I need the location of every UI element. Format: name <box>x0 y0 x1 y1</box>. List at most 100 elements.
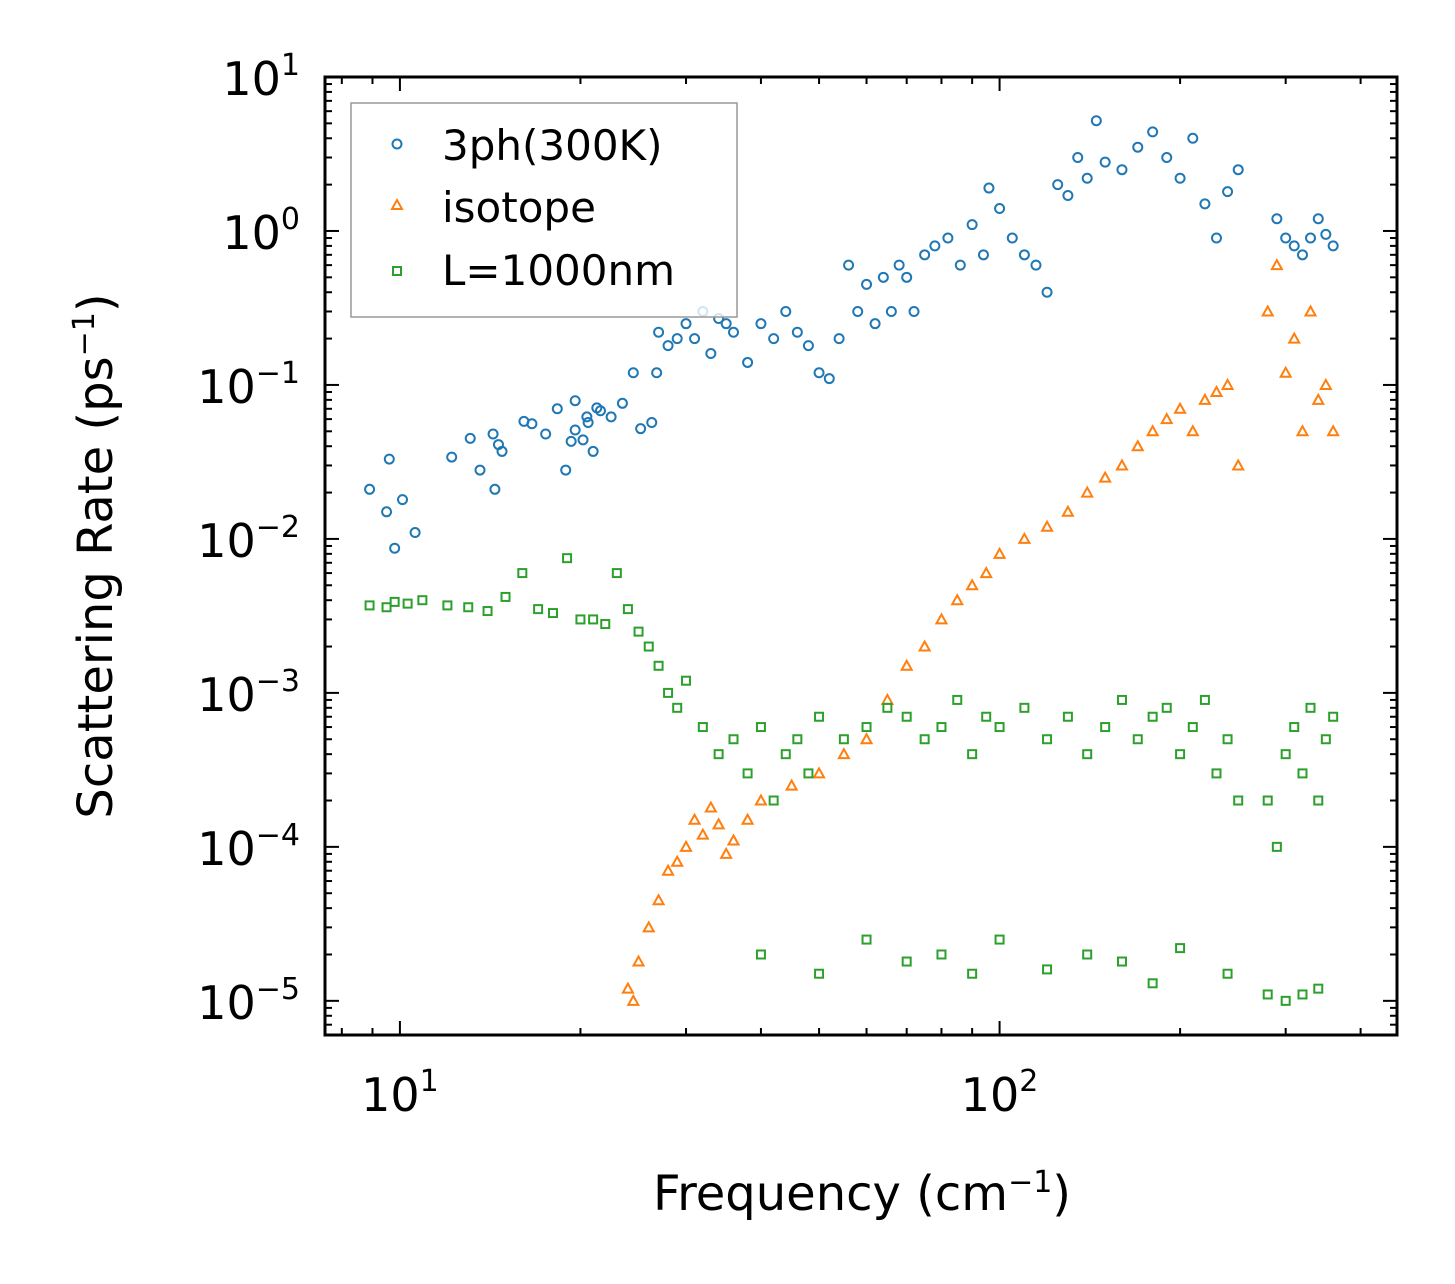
data-point <box>1030 259 1042 271</box>
y-tick-label: 100 <box>222 202 300 260</box>
data-point <box>901 271 913 283</box>
data-point <box>1174 172 1186 184</box>
data-point <box>621 981 635 994</box>
data-point <box>651 367 663 379</box>
data-point <box>977 249 989 261</box>
data-point <box>1090 115 1102 127</box>
legend-item-3ph: 3ph(300K) <box>391 121 662 170</box>
data-point <box>919 734 930 745</box>
data-point <box>1042 964 1053 975</box>
data-point <box>882 702 893 713</box>
data-point <box>1115 458 1129 471</box>
data-point <box>728 326 740 338</box>
data-point <box>780 749 791 760</box>
data-point <box>663 687 674 698</box>
data-point <box>1145 424 1160 437</box>
data-point <box>899 658 914 671</box>
data-point <box>791 326 803 338</box>
data-point <box>837 747 851 760</box>
data-point <box>577 434 589 446</box>
data-point <box>381 506 393 518</box>
data-point <box>1186 424 1200 437</box>
data-point <box>833 333 845 345</box>
data-point <box>540 428 552 440</box>
data-point <box>1289 722 1300 733</box>
data-point <box>1270 258 1284 271</box>
data-point <box>814 711 825 722</box>
data-point <box>1220 377 1235 390</box>
data-point <box>1161 152 1173 164</box>
data-point <box>1328 711 1339 722</box>
data-point <box>1280 995 1291 1006</box>
data-point <box>533 604 544 615</box>
legend-label-3ph: 3ph(300K) <box>442 121 662 170</box>
data-point <box>1320 734 1331 745</box>
data-point <box>1131 439 1145 452</box>
data-point <box>1041 286 1053 298</box>
data-point <box>1082 949 1093 960</box>
data-point <box>1019 702 1030 713</box>
data-point <box>1209 384 1224 397</box>
data-point <box>687 812 702 825</box>
data-point <box>813 367 825 379</box>
data-point <box>517 568 528 579</box>
legend-triangle-icon <box>390 197 404 210</box>
data-point <box>1081 172 1093 184</box>
data-point <box>728 734 739 745</box>
data-point <box>1018 249 1030 261</box>
data-point <box>711 817 726 830</box>
data-point <box>1099 156 1111 168</box>
data-point <box>626 993 640 1006</box>
data-point <box>653 660 664 671</box>
data-point <box>1052 179 1064 191</box>
data-point <box>1199 694 1210 705</box>
data-point <box>1040 519 1054 532</box>
data-point <box>954 259 966 271</box>
data-point <box>1210 232 1222 244</box>
data-point <box>1287 331 1301 344</box>
data-point <box>562 553 573 564</box>
data-point <box>1061 504 1075 517</box>
data-point <box>1311 392 1325 405</box>
data-point <box>565 435 577 447</box>
data-point <box>802 340 814 352</box>
data-point <box>1161 702 1172 713</box>
data-point <box>575 614 586 625</box>
tick-labels-layer: 101 102 101 100 10−1 10−2 10−3 10−4 10−5 <box>197 48 1038 1122</box>
data-point <box>936 722 947 733</box>
data-point <box>838 734 849 745</box>
data-point <box>1132 734 1143 745</box>
data-point <box>917 639 932 652</box>
data-point <box>1233 795 1244 806</box>
data-point <box>1297 989 1308 1000</box>
data-point <box>852 305 864 317</box>
data-point <box>1222 186 1234 198</box>
data-point <box>1198 392 1212 405</box>
data-point <box>812 766 826 779</box>
series-L=1000nm <box>364 553 1339 1006</box>
legend-item-isotope: isotope <box>390 183 596 232</box>
data-point <box>611 568 622 579</box>
data-point <box>646 417 658 429</box>
data-point <box>442 600 453 611</box>
data-point <box>622 604 633 615</box>
data-point <box>409 527 421 539</box>
data-point <box>952 694 963 705</box>
data-point <box>474 464 486 476</box>
data-point <box>720 318 732 330</box>
data-point <box>1305 232 1317 244</box>
data-point <box>402 598 413 609</box>
data-point <box>500 591 511 602</box>
legend-box <box>350 102 738 318</box>
legend: 3ph(300K) isotope L=1000nm <box>350 102 738 318</box>
data-point <box>1312 213 1324 225</box>
data-point <box>742 768 753 779</box>
data-point <box>1320 228 1332 240</box>
data-point <box>823 373 835 385</box>
data-point <box>679 839 693 852</box>
data-point <box>1262 989 1273 1000</box>
data-point <box>417 595 428 606</box>
data-point <box>397 494 409 506</box>
data-point <box>1278 365 1293 378</box>
data-point <box>671 333 683 345</box>
